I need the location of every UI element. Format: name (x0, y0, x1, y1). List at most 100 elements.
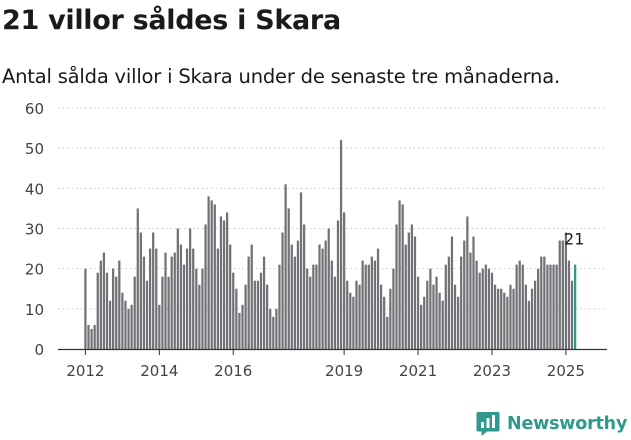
bar (438, 292, 441, 349)
bar (130, 304, 133, 349)
x-tick-label: 2023 (473, 362, 511, 380)
bar (429, 268, 432, 349)
bar (543, 256, 546, 349)
bar (530, 288, 534, 349)
bar (145, 280, 149, 349)
bar (121, 292, 124, 349)
bar (521, 264, 524, 349)
bar (290, 244, 293, 349)
bar (493, 284, 497, 349)
brand-logo: Newsworthy (476, 408, 627, 440)
bar (269, 308, 272, 349)
bar (161, 276, 164, 349)
bar (524, 284, 527, 349)
bar (238, 312, 241, 349)
bar (306, 268, 309, 349)
bar (558, 240, 561, 349)
bar (475, 260, 478, 349)
bar (296, 240, 300, 349)
x-tick-label: 2016 (214, 362, 252, 380)
bar (555, 264, 558, 349)
bar (164, 252, 167, 349)
bar-chart: 0 10 20 30 40 50 60 2012 2014 2016 2019 2021 2023 202… (25, 100, 607, 380)
bar (386, 316, 389, 349)
bar (99, 260, 102, 349)
bar (235, 288, 238, 349)
bar (201, 268, 204, 349)
bar (266, 284, 269, 349)
bar (302, 224, 306, 349)
bar (561, 240, 564, 349)
bar (407, 232, 410, 349)
bar (105, 272, 109, 349)
bar (309, 276, 312, 349)
bar (339, 140, 343, 349)
bar (229, 244, 232, 349)
bar (155, 248, 158, 349)
y-tick-label: 50 (25, 140, 44, 158)
bar (315, 264, 318, 349)
y-tick-label: 20 (25, 261, 44, 279)
bar (253, 280, 256, 349)
bar (84, 268, 87, 349)
bar (185, 248, 189, 349)
bar (370, 256, 373, 349)
bar (355, 280, 358, 349)
bar (293, 256, 296, 349)
bar (472, 236, 475, 349)
bar (272, 316, 275, 349)
bar (373, 260, 377, 349)
bar (148, 248, 152, 349)
bar (87, 324, 90, 349)
bar (321, 248, 324, 349)
bar (410, 224, 414, 349)
bar (444, 264, 447, 349)
bar (139, 232, 142, 349)
bar (398, 200, 401, 349)
bar (213, 204, 216, 349)
bar (112, 268, 115, 349)
page-subtitle: Antal sålda villor i Skara under de sena… (2, 65, 560, 88)
highlight-bar (574, 264, 577, 349)
bar (284, 184, 287, 349)
x-tick-label: 2025 (547, 362, 585, 380)
bar (349, 292, 352, 349)
bar (318, 244, 321, 349)
bar (352, 296, 355, 349)
bar (567, 260, 571, 349)
bar (435, 276, 438, 349)
bar (364, 264, 367, 349)
bar (383, 296, 386, 349)
bar (416, 276, 420, 349)
bar (512, 288, 515, 349)
bar (447, 256, 450, 349)
brand-name: Newsworthy (507, 414, 628, 434)
bar (401, 204, 404, 349)
bar (490, 272, 494, 349)
bar (96, 272, 99, 349)
bar (195, 268, 198, 349)
bar (497, 288, 500, 349)
bar (133, 276, 136, 349)
page-title: 21 villor såldes i Skara (2, 5, 341, 36)
bar (275, 308, 278, 349)
bar (176, 228, 179, 349)
bar (336, 220, 340, 349)
bar (210, 200, 213, 349)
bar (549, 264, 552, 349)
bar (564, 232, 568, 349)
x-tick-label: 2012 (66, 362, 104, 380)
bar (173, 252, 176, 349)
bar (469, 252, 472, 349)
bar (262, 256, 266, 349)
bar (241, 304, 244, 349)
bar (142, 256, 146, 349)
bar (484, 264, 487, 349)
bar (222, 220, 226, 349)
bar (312, 264, 315, 349)
bar (432, 284, 435, 349)
bar (327, 228, 330, 349)
bar (167, 276, 170, 349)
bar (456, 296, 460, 349)
bar (540, 256, 543, 349)
